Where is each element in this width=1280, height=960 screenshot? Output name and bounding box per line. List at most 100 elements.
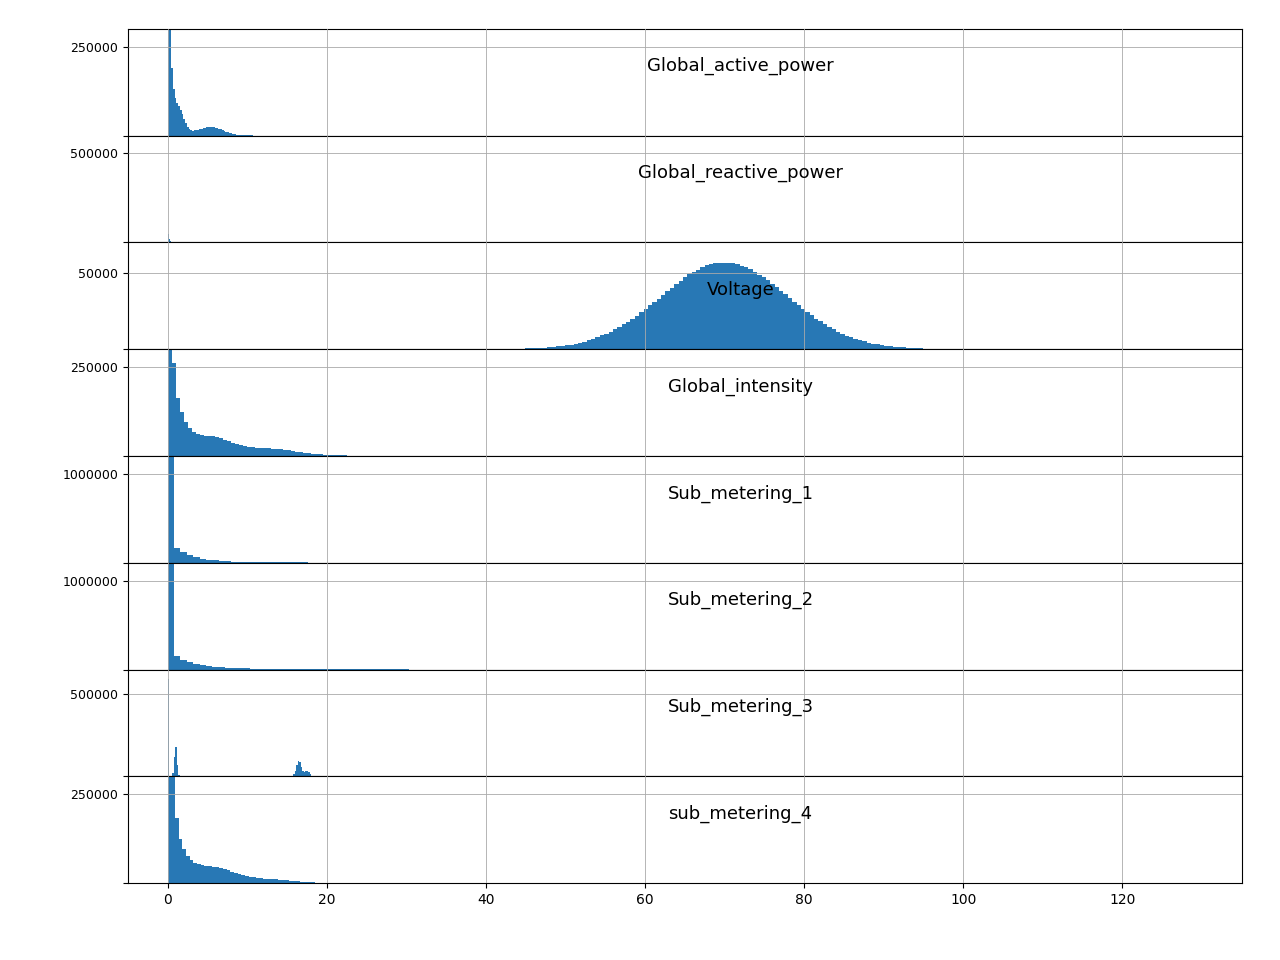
Bar [183, 421, 188, 456]
Bar [232, 668, 238, 670]
Bar [709, 264, 713, 349]
Bar [792, 301, 796, 349]
Bar [169, 27, 172, 135]
Bar [172, 774, 175, 883]
Bar [168, 725, 172, 883]
Bar [220, 130, 221, 135]
Bar [174, 657, 180, 670]
Bar [888, 347, 893, 349]
Bar [713, 263, 718, 349]
Bar [197, 130, 200, 135]
Bar [168, 0, 169, 135]
Bar [197, 864, 201, 883]
Bar [678, 280, 684, 349]
Bar [229, 132, 230, 135]
Text: Global_reactive_power: Global_reactive_power [637, 164, 844, 182]
Bar [303, 772, 306, 777]
Bar [238, 874, 241, 883]
Bar [744, 268, 749, 349]
Bar [810, 315, 814, 349]
Bar [234, 134, 236, 135]
Bar [196, 131, 197, 135]
Bar [617, 327, 622, 349]
Bar [207, 128, 210, 135]
Bar [801, 309, 805, 349]
Bar [212, 128, 215, 135]
Bar [236, 444, 239, 456]
Bar [232, 133, 234, 135]
Bar [268, 448, 271, 456]
Bar [260, 447, 264, 456]
Bar [186, 856, 189, 883]
Bar [884, 346, 888, 349]
Bar [330, 455, 335, 456]
Bar [289, 880, 293, 883]
Bar [209, 866, 212, 883]
Bar [247, 446, 251, 456]
Bar [225, 562, 232, 563]
Bar [849, 337, 854, 349]
Bar [178, 106, 180, 135]
Bar [179, 838, 183, 883]
Bar [582, 342, 586, 349]
Text: Voltage: Voltage [707, 281, 774, 300]
Bar [293, 881, 296, 883]
Bar [251, 447, 255, 456]
Bar [307, 453, 311, 456]
Bar [224, 131, 225, 135]
Bar [275, 449, 279, 456]
Bar [666, 291, 669, 349]
Bar [543, 348, 548, 349]
Bar [823, 324, 827, 349]
Bar [758, 275, 762, 349]
Bar [780, 291, 783, 349]
Text: Sub_metering_3: Sub_metering_3 [667, 698, 814, 716]
Bar [200, 436, 204, 456]
Bar [591, 339, 595, 349]
Bar [311, 453, 315, 456]
Bar [644, 309, 648, 349]
Bar [731, 263, 736, 349]
Bar [212, 867, 215, 883]
Bar [595, 337, 600, 349]
Bar [212, 561, 219, 563]
Bar [910, 348, 915, 349]
Bar [177, 765, 178, 777]
Bar [168, 441, 174, 563]
Bar [718, 263, 722, 349]
Bar [282, 880, 285, 883]
Bar [193, 863, 197, 883]
Bar [622, 324, 626, 349]
Bar [836, 331, 841, 349]
Bar [179, 413, 183, 456]
Bar [278, 879, 282, 883]
Bar [244, 668, 251, 670]
Bar [192, 131, 193, 135]
Bar [648, 305, 653, 349]
Bar [175, 398, 179, 456]
Bar [771, 284, 774, 349]
Bar [653, 302, 657, 349]
Text: Global_intensity: Global_intensity [668, 377, 813, 396]
Bar [270, 879, 274, 883]
Text: Global_active_power: Global_active_power [648, 57, 833, 75]
Bar [193, 663, 200, 670]
Bar [219, 667, 225, 670]
Bar [205, 866, 209, 883]
Bar [279, 449, 283, 456]
Bar [788, 298, 792, 349]
Bar [174, 547, 180, 563]
Bar [570, 345, 573, 349]
Bar [796, 305, 801, 349]
Bar [285, 880, 289, 883]
Bar [893, 347, 897, 349]
Bar [561, 346, 564, 349]
Bar [201, 129, 202, 135]
Bar [238, 562, 244, 563]
Bar [268, 878, 270, 883]
Bar [722, 263, 727, 349]
Bar [224, 440, 228, 456]
Bar [556, 347, 561, 349]
Bar [906, 348, 910, 349]
Bar [216, 129, 219, 135]
